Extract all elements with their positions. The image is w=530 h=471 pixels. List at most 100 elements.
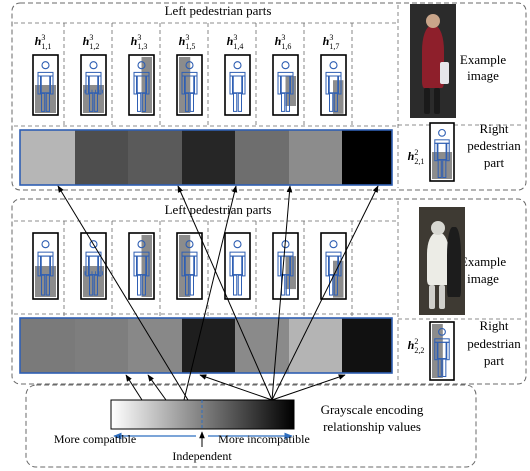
figure-head	[233, 240, 242, 249]
figure-head	[438, 327, 446, 336]
figure-leg-right	[285, 92, 290, 112]
figure-leg-right	[237, 274, 242, 296]
mapping-arrow	[125, 374, 143, 401]
figure-arm-left	[325, 255, 329, 277]
figure-head	[281, 61, 290, 70]
left-part-tile-1	[32, 54, 59, 116]
strip-border	[19, 317, 393, 374]
figure-leg-left	[329, 92, 334, 112]
more-compatible-label: More compatible	[54, 432, 136, 446]
left-part-tile-2	[80, 232, 107, 300]
mapping-arrow	[57, 185, 189, 401]
figure-arm-left	[181, 255, 185, 277]
figure-leg-left	[89, 92, 94, 112]
figure-arm-right	[446, 142, 450, 162]
relationship-cell	[342, 130, 392, 185]
figure-torso	[232, 75, 243, 94]
figure-head	[41, 240, 50, 249]
figure-leg-left	[137, 92, 142, 112]
mapping-arrow	[271, 185, 379, 401]
right-part-label: h2 2,1	[408, 148, 425, 166]
part-shading	[333, 260, 344, 298]
right-part-label: h2 2,2	[408, 337, 425, 355]
figure-arm-left	[229, 75, 233, 95]
mapping-arrow	[199, 374, 273, 401]
left-part-tile-7	[320, 54, 347, 116]
figure-arm-right	[290, 75, 294, 95]
part-label-2: h3 1,2	[83, 33, 100, 51]
panel-2-header: Left pedestrian parts	[165, 202, 272, 217]
figure-arm-right	[194, 75, 198, 95]
left-part-tile-3	[128, 232, 155, 300]
figure-torso	[184, 255, 195, 276]
left-part-tile-1	[32, 232, 59, 300]
figure-head	[137, 240, 146, 249]
left-part-tile-2	[80, 54, 107, 116]
figure-leg-left	[233, 274, 238, 296]
figure-head	[233, 61, 242, 70]
more-incompatible-label: More incompatible	[218, 432, 310, 446]
figure-arm-right	[338, 75, 342, 95]
figure-torso	[437, 341, 447, 360]
figure-head	[89, 61, 98, 70]
relationship-cell	[20, 130, 75, 185]
figure-arm-right	[242, 255, 246, 277]
right-part-caption-3: part	[484, 353, 505, 368]
figure-leg-left	[185, 92, 190, 112]
right-part-caption-3: part	[484, 155, 505, 170]
right-part-tile	[429, 321, 455, 381]
figure-leg-left	[185, 274, 190, 296]
part-tile-frame	[224, 232, 251, 300]
figure-arm-right	[146, 255, 150, 277]
left-part-tile-6	[272, 54, 299, 116]
right-part-caption-1: Right	[480, 121, 509, 136]
figure-arm-left	[277, 75, 281, 95]
mapping-arrow	[147, 374, 167, 401]
right-part-caption-2: pedestrian	[467, 138, 521, 153]
figure-leg-right	[45, 92, 50, 112]
figure-head	[137, 61, 146, 70]
example-image-1	[410, 4, 456, 118]
figure-arm-left	[133, 255, 137, 277]
figure-head	[185, 61, 194, 70]
figure-torso	[136, 255, 147, 276]
right-part-tile	[429, 122, 455, 182]
figure-leg-right	[45, 274, 50, 296]
figure-arm-right	[50, 75, 54, 95]
figure-arm-left	[277, 255, 281, 277]
relationship-cell	[20, 318, 75, 373]
figure-arm-left	[85, 255, 89, 277]
figure-torso	[88, 75, 99, 94]
relationship-cell	[342, 318, 392, 373]
figure-arm-left	[229, 255, 233, 277]
legend-title-line-1: Grayscale encoding	[321, 402, 424, 417]
relationship-strip-1	[19, 129, 393, 186]
figure-leg-right	[333, 92, 338, 112]
figure-torso	[40, 75, 51, 94]
legend-title-line-2: relationship values	[323, 419, 421, 434]
example-label-line-1: Example	[460, 254, 506, 269]
relationship-strip-2	[19, 317, 393, 374]
mapping-arrow	[271, 185, 293, 401]
figure-leg-right	[189, 274, 194, 296]
figure-arm-right	[446, 341, 450, 361]
figure-leg-left	[329, 274, 334, 296]
figure-head	[41, 61, 50, 70]
part-label-5: h3 1,4	[227, 33, 244, 51]
figure-arm-right	[146, 75, 150, 95]
figure-leg-left	[281, 92, 286, 112]
figure-leg-right	[442, 358, 447, 378]
figure-leg-left	[41, 92, 46, 112]
example-label-line-2: image	[467, 68, 499, 83]
relationship-cell	[75, 130, 128, 185]
mapping-arrow	[177, 185, 273, 401]
mapping-arrow	[271, 374, 346, 401]
figure-leg-right	[141, 92, 146, 112]
legend-frame	[25, 384, 477, 468]
relationship-cell	[182, 130, 235, 185]
right-part-caption-1: Right	[480, 318, 509, 333]
figure-arm-left	[37, 255, 41, 277]
figure-arm-right	[50, 255, 54, 277]
figure-arm-left	[325, 75, 329, 95]
